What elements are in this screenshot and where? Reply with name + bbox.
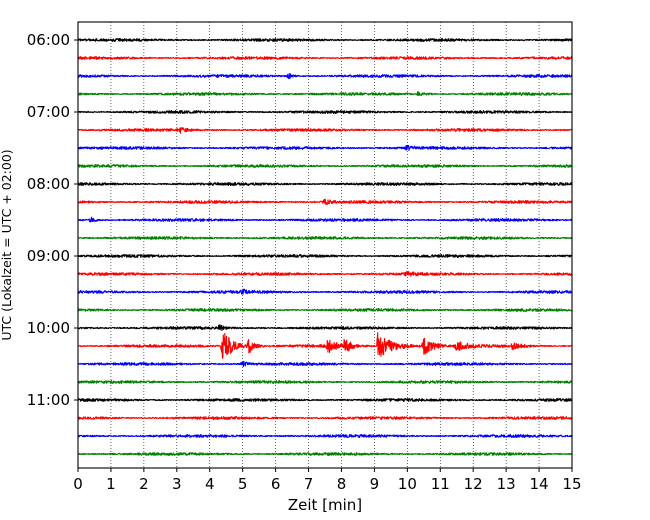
x-tick-label: 11 [431,475,450,493]
x-tick-label: 0 [73,475,83,493]
x-tick-label: 2 [139,475,149,493]
y-tick-label: 09:00 [27,247,70,265]
trace-layer [77,38,573,456]
y-tick-label: 08:00 [27,175,70,193]
x-axis-title: Zeit [min] [288,496,362,514]
x-tick-label: 13 [497,475,516,493]
trace-0830 [77,216,573,223]
x-tick-label: 9 [370,475,380,493]
trace-1030 [77,360,573,368]
trace-0600 [77,38,573,42]
trace-0730 [77,144,573,151]
trace-1130 [77,434,573,438]
trace-0700 [77,110,573,114]
trace-1000 [77,324,573,331]
trace-1115 [77,416,573,420]
x-tick-label: 10 [398,475,417,493]
y-axis-title: UTC (Lokalzeit = UTC + 02:00) [0,149,14,340]
y-tick-label: 10:00 [27,319,70,337]
trace-0900 [77,254,573,258]
x-tick-label: 7 [304,475,314,493]
x-axis-ticks: 0 1 2 3 4 5 6 7 8 9 10 11 12 13 14 15 [73,468,582,493]
x-tick-label: 3 [172,475,182,493]
grid-lines [110,22,540,468]
trace-0815 [77,198,573,206]
plot-frame [77,21,573,469]
trace-1015 [77,332,573,359]
x-tick-label: 12 [464,475,483,493]
x-tick-label: 4 [205,475,215,493]
x-tick-label: 15 [562,475,581,493]
trace-0800 [77,182,573,186]
y-tick-label: 07:00 [27,103,70,121]
trace-1145 [77,452,573,456]
x-tick-label: 6 [271,475,281,493]
trace-0630 [77,72,573,80]
x-tick-label: 1 [106,475,116,493]
x-tick-label: 14 [530,475,549,493]
y-tick-label: 11:00 [27,391,70,409]
trace-0615 [77,56,573,60]
trace-0845 [77,236,573,240]
trace-0715 [77,127,573,134]
y-axis-ticks: 06:00 07:00 08:00 09:00 10:00 11:00 [27,31,78,409]
trace-0915 [77,270,573,277]
x-tick-label: 5 [238,475,248,493]
trace-0945 [77,308,573,312]
trace-0930 [77,288,573,295]
trace-1045 [77,380,573,384]
trace-1100 [77,398,573,402]
trace-0745 [77,164,573,168]
trace-0645 [77,91,573,97]
y-tick-label: 06:00 [27,31,70,49]
x-tick-label: 8 [337,475,347,493]
